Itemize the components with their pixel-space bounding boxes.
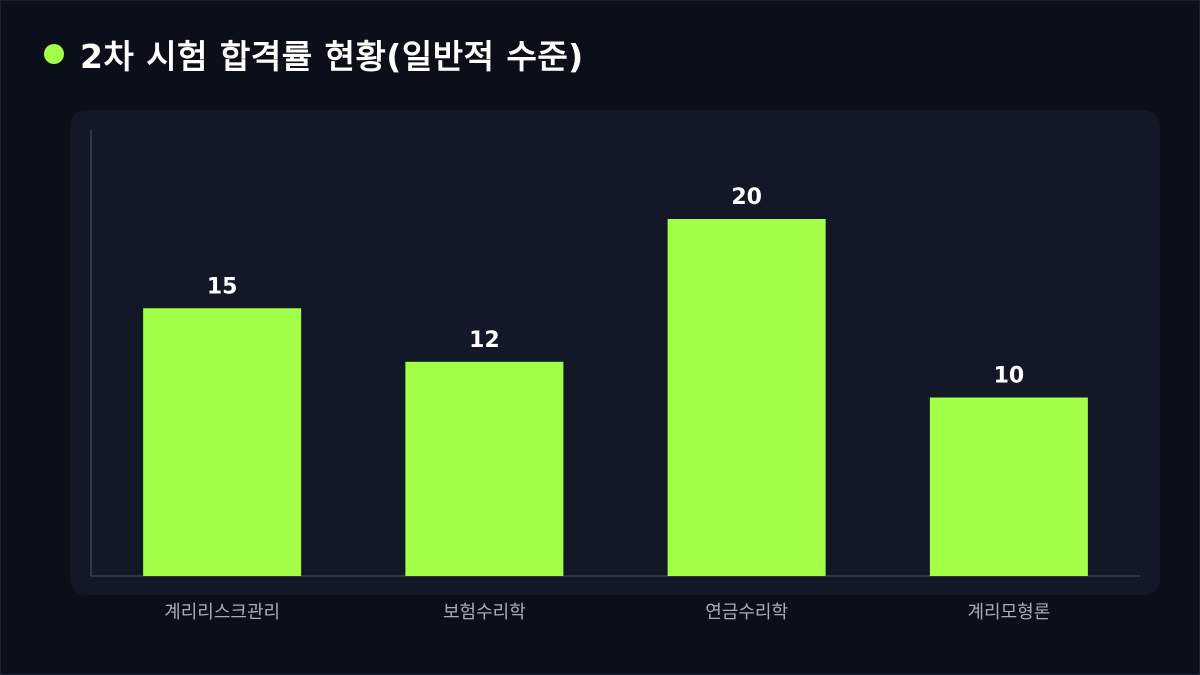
page-title: 2차 시험 합격률 현황(일반적 수준) (80, 37, 584, 76)
bar-2 (405, 361, 564, 576)
value-label-group: 15 12 20 10 (207, 185, 1024, 389)
bar-1 (143, 308, 302, 576)
bar-4 (929, 397, 1088, 576)
category-label-group: 계리리스크관리 보험수리학 연금수리학 계리모형론 (164, 602, 1050, 623)
value-label-2: 12 (469, 328, 500, 353)
category-label-3: 연금수리학 (705, 602, 788, 623)
title-row: 2차 시험 합격률 현황(일반적 수준) (44, 30, 584, 78)
category-label-2: 보험수리학 (443, 602, 526, 623)
value-label-1: 15 (207, 274, 238, 299)
bar-3 (667, 219, 826, 576)
bar-group (143, 219, 1088, 576)
title-bullet-icon (44, 44, 64, 64)
category-label-1: 계리리스크관리 (164, 602, 280, 623)
value-label-3: 20 (731, 185, 762, 210)
value-label-4: 10 (994, 364, 1025, 389)
category-label-4: 계리모형론 (967, 602, 1050, 623)
